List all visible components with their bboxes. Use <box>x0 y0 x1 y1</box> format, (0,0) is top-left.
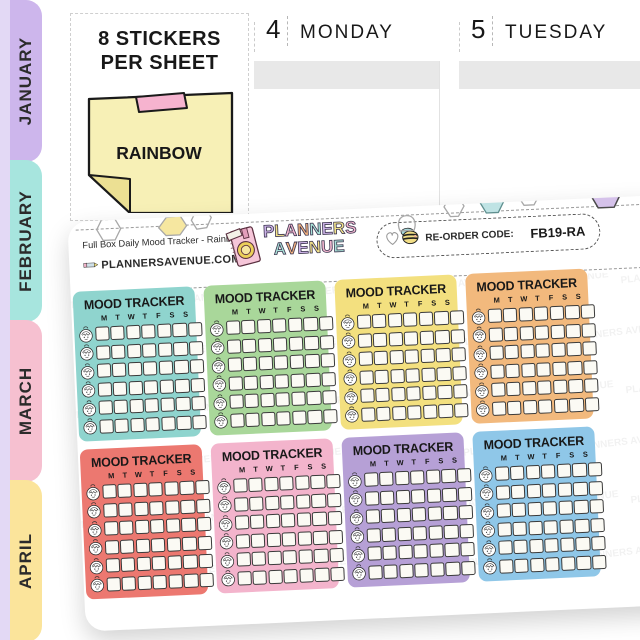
svg-text:RAINBOW: RAINBOW <box>116 143 202 163</box>
